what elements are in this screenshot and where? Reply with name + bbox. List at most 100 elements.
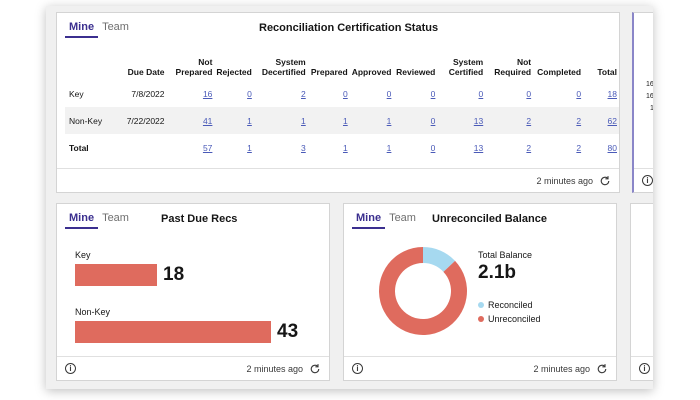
column-header-completed: Completed — [537, 67, 582, 77]
column-header-rejected: Rejected — [216, 67, 252, 77]
count-link[interactable]: 1 — [342, 115, 348, 126]
count-link[interactable]: 2 — [526, 115, 532, 126]
legend-reconciled: Reconciled — [478, 300, 533, 310]
due-date: 7/22/2022 — [110, 107, 167, 134]
partial-card-footer: i — [634, 168, 653, 192]
bar-non-key — [75, 321, 271, 343]
count-link[interactable]: 3 — [301, 142, 306, 153]
count-link[interactable]: 1 — [342, 142, 348, 153]
balance-title: Unreconciled Balance — [432, 213, 547, 225]
row-label: Total — [69, 142, 89, 153]
balance-card: Mine Team Unreconciled Balance Total Bal… — [343, 203, 617, 381]
bar-label-key: Key — [75, 250, 91, 260]
donut-slice-reconciled — [423, 247, 456, 272]
count-link[interactable]: 2 — [301, 88, 306, 99]
bar-label-non-key: Non-Key — [75, 307, 111, 317]
due-date — [111, 134, 167, 161]
legend-label: Reconciled — [488, 300, 533, 310]
count-link[interactable]: 1 — [386, 142, 392, 153]
info-icon[interactable]: i — [352, 363, 363, 374]
count-link[interactable]: 0 — [430, 142, 436, 153]
info-icon[interactable]: i — [642, 175, 653, 186]
count-link[interactable]: 41 — [202, 115, 213, 126]
balance-tabs: Mine Team — [352, 210, 420, 229]
refresh-icon[interactable] — [309, 363, 321, 375]
column-header-system-certified: System Certified — [448, 57, 484, 77]
partial-value: 16 — [646, 81, 653, 88]
dashboard-frame: Mine Team Reconciliation Certification S… — [46, 6, 653, 389]
recon-table: Due Date Not Prepared Rejected System De… — [65, 57, 619, 161]
count-link[interactable]: 0 — [526, 88, 532, 99]
count-link[interactable]: 57 — [202, 142, 213, 153]
tab-mine[interactable]: Mine — [65, 19, 99, 38]
column-header-prepared: Prepared — [310, 67, 348, 77]
column-header-not-required: Not Required — [494, 57, 532, 77]
count-link[interactable]: 13 — [473, 115, 484, 126]
recon-card-title: Reconciliation Certification Status — [259, 22, 439, 34]
count-link[interactable]: 0 — [430, 88, 436, 99]
balance-donut-chart — [379, 247, 467, 335]
tab-team[interactable]: Team — [102, 21, 129, 33]
count-link[interactable]: 18 — [607, 88, 617, 99]
recon-tabs: Mine Team — [65, 19, 133, 38]
recon-status-card: Mine Team Reconciliation Certification S… — [56, 12, 620, 193]
table-row: Key 7/8/2022 16 0 2 0 0 0 0 0 0 18 — [65, 80, 619, 107]
info-icon[interactable]: i — [639, 363, 650, 374]
column-header-reviewed: Reviewed — [396, 67, 436, 77]
count-link[interactable]: 1 — [247, 115, 252, 126]
refresh-icon[interactable] — [596, 363, 608, 375]
legend-label: Unreconciled — [488, 314, 541, 324]
last-updated: 2 minutes ago — [536, 175, 593, 186]
row-label: Key — [69, 88, 84, 99]
count-link[interactable]: 62 — [607, 115, 617, 126]
legend-dot — [478, 302, 484, 308]
legend-dot — [478, 316, 484, 322]
count-link[interactable]: 2 — [576, 142, 582, 153]
count-link[interactable]: 0 — [386, 88, 392, 99]
count-link[interactable]: 2 — [576, 115, 582, 126]
column-header-not-prepared: Not Prepared — [175, 57, 213, 77]
past-due-tabs: Mine Team — [65, 210, 133, 229]
partial-value: 1 — [650, 105, 653, 112]
tab-mine[interactable]: Mine — [352, 210, 386, 229]
count-link[interactable]: 1 — [301, 115, 306, 126]
column-header-total: Total — [597, 67, 617, 77]
balance-footer: i 2 minutes ago — [344, 356, 616, 380]
tab-team[interactable]: Team — [389, 212, 416, 224]
count-link[interactable]: 2 — [526, 142, 532, 153]
row-label: Non-Key — [65, 107, 111, 134]
column-header — [65, 57, 111, 80]
total-balance-value: 2.1b — [478, 262, 517, 283]
partial-card-bottom-right: i — [630, 203, 653, 381]
count-link[interactable]: 13 — [473, 142, 484, 153]
partial-card-top-right: 16 16 1 i — [632, 12, 653, 193]
table-row-total: Total 57 1 3 1 1 0 13 2 2 80 — [65, 134, 619, 161]
past-due-title: Past Due Recs — [161, 213, 238, 225]
table-row: Non-Key 7/22/2022 41 1 1 1 1 0 13 2 2 62 — [65, 107, 619, 134]
count-link[interactable]: 0 — [430, 115, 436, 126]
count-link[interactable]: 80 — [607, 142, 617, 153]
count-link[interactable]: 0 — [342, 88, 348, 99]
count-link[interactable]: 1 — [247, 142, 252, 153]
info-icon[interactable]: i — [65, 363, 76, 374]
count-link[interactable]: 16 — [202, 88, 213, 99]
tab-team[interactable]: Team — [102, 212, 129, 224]
last-updated: 2 minutes ago — [246, 363, 303, 374]
recon-card-footer: 2 minutes ago — [57, 168, 619, 192]
count-link[interactable]: 0 — [247, 88, 252, 99]
column-header-system-decertified: System Decertified — [261, 57, 306, 77]
refresh-icon[interactable] — [599, 175, 611, 187]
column-header-due-date: Due Date — [127, 67, 165, 77]
count-link[interactable]: 0 — [576, 88, 582, 99]
table-header-row: Due Date Not Prepared Rejected System De… — [65, 57, 619, 80]
total-balance-label: Total Balance — [478, 250, 533, 260]
donut-slice-unreconciled — [379, 247, 467, 335]
count-link[interactable]: 1 — [386, 115, 392, 126]
tab-mine[interactable]: Mine — [65, 210, 99, 229]
past-due-card: Mine Team Past Due Recs Key 18 Non-Key 4… — [56, 203, 330, 381]
last-updated: 2 minutes ago — [533, 363, 590, 374]
count-link[interactable]: 0 — [478, 88, 484, 99]
bar-value-non-key: 43 — [277, 321, 299, 342]
column-header-approved: Approved — [351, 67, 392, 77]
partial-card-footer: i — [631, 356, 653, 380]
